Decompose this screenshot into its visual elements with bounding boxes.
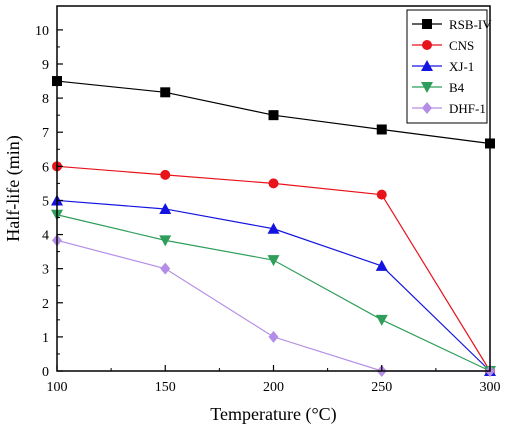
y-tick-label: 10 <box>35 24 49 39</box>
legend-marker <box>421 60 433 71</box>
legend-entry: XJ-1 <box>412 59 474 74</box>
data-point <box>268 178 279 189</box>
legend-entry: DHF-1 <box>412 101 486 116</box>
y-tick-label: 7 <box>42 126 49 141</box>
series-xj-1 <box>51 194 496 376</box>
series-b4 <box>51 209 496 377</box>
y-axis-title: Half-life (min) <box>3 135 24 241</box>
data-point <box>375 314 388 326</box>
x-axis-title: Temperature (°C) <box>210 404 336 425</box>
legend-label: DHF-1 <box>449 101 486 116</box>
y-tick-label: 6 <box>42 160 49 175</box>
y-tick-label: 0 <box>42 365 49 380</box>
data-point <box>268 110 279 121</box>
legend-marker <box>422 102 432 114</box>
series-line <box>56 214 491 372</box>
data-point <box>160 87 171 98</box>
data-point <box>159 202 172 214</box>
y-tick-label: 9 <box>42 58 49 73</box>
legend-entry: RSB-IV <box>412 17 492 32</box>
y-tick-label: 3 <box>42 263 49 278</box>
legend-entry: CNS <box>412 38 474 53</box>
legend-marker <box>422 40 432 50</box>
data-point <box>375 259 388 271</box>
legend-label: B4 <box>449 80 465 95</box>
data-point <box>267 222 280 234</box>
y-tick-label: 5 <box>42 194 49 209</box>
data-point <box>160 169 171 180</box>
y-tick-label: 2 <box>42 297 49 312</box>
data-point <box>159 235 172 247</box>
legend-label: RSB-IV <box>449 17 492 32</box>
y-tick-label: 4 <box>42 229 49 244</box>
legend-marker <box>422 19 432 29</box>
y-tick-label: 8 <box>42 92 49 107</box>
axes: 100 150 200 250 300 0 1 2 3 4 5 6 7 8 9 10 <box>35 5 501 395</box>
x-tick-label: 300 <box>480 380 501 395</box>
legend-label: XJ-1 <box>449 59 474 74</box>
legend: RSB-IV CNS XJ-1 B4 DHF-1 <box>406 9 492 124</box>
x-tick-label: 150 <box>155 380 176 395</box>
y-tick-label: 1 <box>42 331 49 346</box>
series-cns <box>52 161 495 376</box>
data-point <box>160 262 171 275</box>
legend-marker <box>421 82 433 93</box>
data-point <box>268 330 279 343</box>
x-tick-label: 250 <box>371 380 392 395</box>
legend-label: CNS <box>449 38 474 53</box>
x-tick-label: 200 <box>263 380 284 395</box>
x-tick-label: 100 <box>47 380 68 395</box>
data-point <box>376 124 387 135</box>
data-point <box>267 255 280 267</box>
legend-entry: B4 <box>412 80 465 95</box>
data-point <box>376 189 387 200</box>
